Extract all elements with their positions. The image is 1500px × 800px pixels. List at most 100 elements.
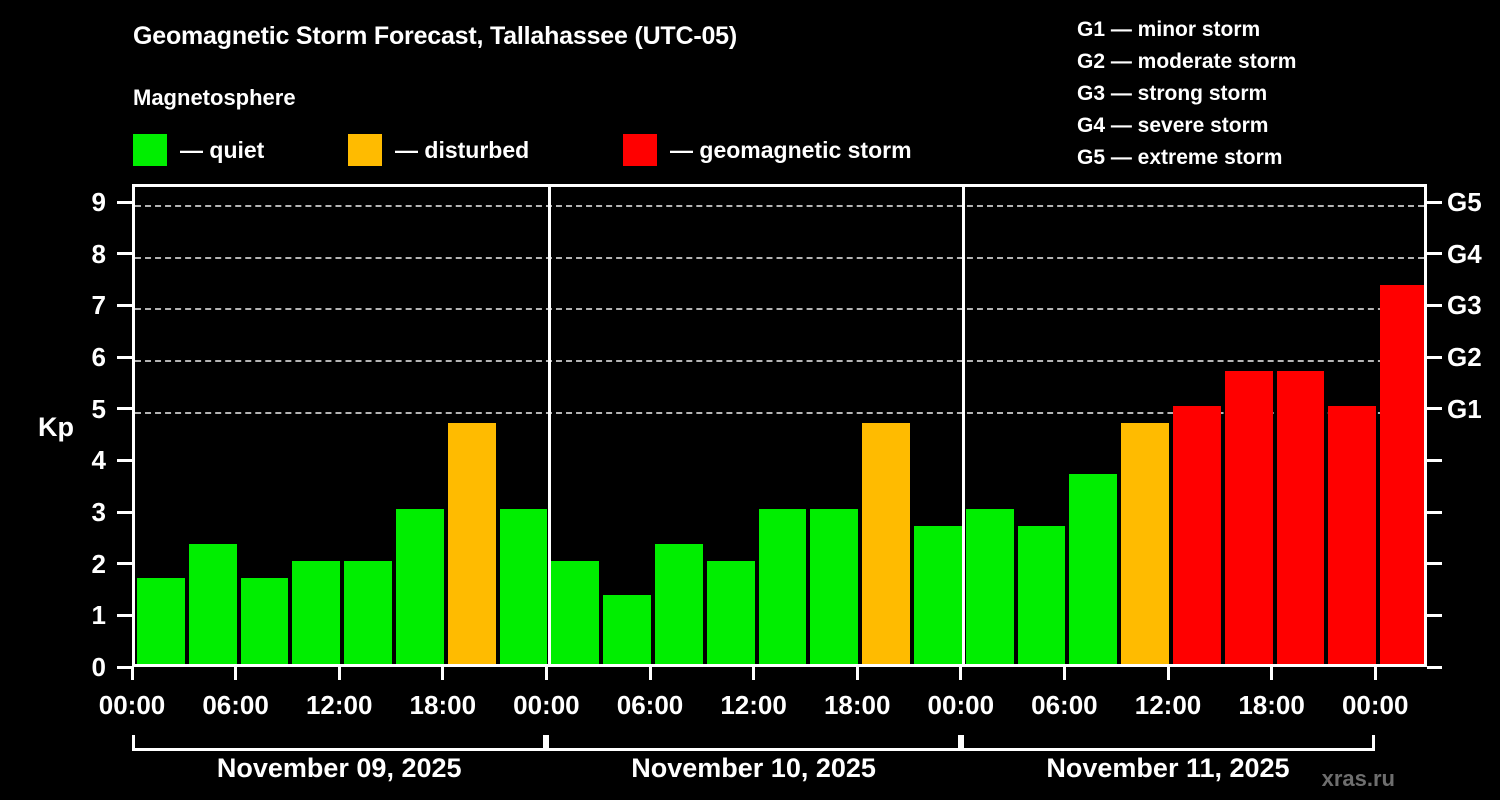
day-label: November 10, 2025: [631, 753, 876, 783]
day-label: November 09, 2025: [216, 753, 462, 783]
g-tick-mark: [1427, 200, 1442, 204]
day-divider: [962, 187, 966, 664]
page-title: Geomagnetic Storm Forecast, Tallahassee …: [133, 22, 738, 50]
g-tick-mark: [1427, 458, 1442, 462]
kp-bar: [862, 422, 910, 664]
x-tick-label: 12:00: [720, 690, 787, 720]
x-tick-mark: [544, 667, 548, 680]
y-tick-label: 3: [91, 497, 106, 528]
x-tick-mark: [1373, 667, 1377, 680]
gridline: [135, 411, 1424, 414]
x-tick-mark: [1062, 667, 1066, 680]
y-tick-mark: [117, 510, 132, 514]
kp-bar: [1121, 422, 1169, 664]
y-tick-label: 9: [91, 187, 106, 218]
kp-bar: [706, 560, 755, 664]
x-tick-label: 06:00: [616, 690, 684, 720]
x-tick-mark: [337, 667, 341, 680]
kp-bar: [137, 577, 185, 664]
day-bracket: [132, 735, 547, 751]
y-tick-label: 0: [91, 652, 106, 682]
day-label: November 11, 2025: [1046, 753, 1290, 783]
gscale-legend: G1 — minor storm G2 — moderate storm G3 — …: [1077, 14, 1296, 174]
kp-bar: [810, 509, 859, 664]
x-tick-label: 06:00: [1031, 690, 1098, 720]
kp-bar: [965, 509, 1014, 664]
y-tick-label: 1: [91, 600, 106, 631]
y-tick-mark: [117, 613, 132, 617]
x-tick-label: 12:00: [305, 690, 373, 720]
watermark: xras.ru: [1321, 766, 1395, 791]
x-tick-mark: [234, 667, 238, 680]
g-tick-label: G4: [1447, 238, 1482, 269]
legend-label: — geomagnetic storm: [670, 136, 912, 163]
x-tick-label: 00:00: [98, 690, 166, 720]
y-tick-mark: [117, 303, 132, 307]
x-tick-label: 18:00: [823, 690, 891, 720]
y-tick-mark: [117, 200, 132, 204]
y-tick-mark: [117, 252, 132, 256]
legend-color-swatch: [133, 134, 167, 166]
g-tick-mark: [1427, 355, 1442, 359]
kp-bar: [1017, 526, 1066, 664]
g-tick-label: G2: [1447, 342, 1482, 373]
gridline: [135, 308, 1424, 311]
kp-bar: [344, 560, 392, 664]
g-tick-mark: [1427, 303, 1442, 307]
g-tick-label: G3: [1447, 290, 1482, 321]
g-tick-mark: [1427, 407, 1442, 411]
kp-bar: [396, 509, 444, 664]
gridline: [135, 205, 1424, 208]
g-tick-mark: [1427, 562, 1442, 566]
g-tick-label: G5: [1447, 187, 1482, 218]
g-tick-mark: [1427, 252, 1442, 256]
x-tick-label: 12:00: [1134, 690, 1202, 720]
g-tick-mark: [1427, 665, 1442, 669]
y-tick-mark: [117, 355, 132, 359]
gscale-legend-row: G1 — minor storm: [1077, 18, 1261, 41]
kp-bar: [914, 526, 962, 664]
x-tick-mark: [959, 667, 963, 680]
x-tick-label: 06:00: [202, 690, 269, 720]
gscale-legend-row: G5 — extreme storm: [1077, 146, 1283, 169]
day-bracket: [546, 735, 961, 751]
x-tick-mark: [1270, 667, 1274, 680]
y-tick-label: 6: [91, 342, 106, 373]
legend-label: — disturbed: [395, 136, 530, 163]
x-tick-label: 00:00: [927, 690, 995, 720]
legend-label: — quiet: [180, 136, 265, 163]
g-tick-mark: [1427, 510, 1442, 514]
y-tick-mark: [117, 562, 132, 566]
y-axis-title: Kp: [38, 412, 74, 442]
y-tick-label: 2: [91, 548, 106, 579]
kp-bar: [188, 543, 237, 664]
kp-bar: [447, 422, 496, 664]
plot-area: [135, 187, 1424, 664]
plot-frame: [132, 184, 1427, 667]
y-tick-label: 5: [91, 393, 106, 424]
y-tick-mark: [117, 458, 132, 462]
x-tick-mark: [441, 667, 445, 680]
kp-bar: [1173, 405, 1221, 664]
kp-bar: [758, 509, 807, 664]
x-tick-mark: [855, 667, 859, 680]
kp-bar: [240, 577, 289, 664]
legend-entry: — geomagnetic storm: [623, 133, 912, 167]
y-tick-mark: [117, 665, 132, 669]
legend-entry: — quiet: [133, 133, 264, 167]
kp-bar: [1224, 371, 1273, 664]
x-tick-mark: [130, 667, 134, 680]
kp-bar: [1069, 474, 1118, 664]
series-label: Magnetosphere: [133, 85, 296, 110]
x-tick-mark: [752, 667, 756, 680]
day-bracket: [960, 735, 1376, 751]
gscale-legend-row: G2 — moderate storm: [1077, 50, 1297, 73]
x-tick-label: 00:00: [1341, 690, 1409, 720]
y-tick-label: 8: [91, 238, 106, 269]
g-tick-label: G1: [1447, 393, 1482, 424]
gscale-legend-row: G4 — severe storm: [1077, 114, 1269, 137]
x-tick-label: 18:00: [1238, 690, 1305, 720]
kp-bar: [655, 543, 703, 664]
gscale-legend-row: G3 — strong storm: [1077, 82, 1268, 105]
day-divider: [547, 187, 551, 664]
